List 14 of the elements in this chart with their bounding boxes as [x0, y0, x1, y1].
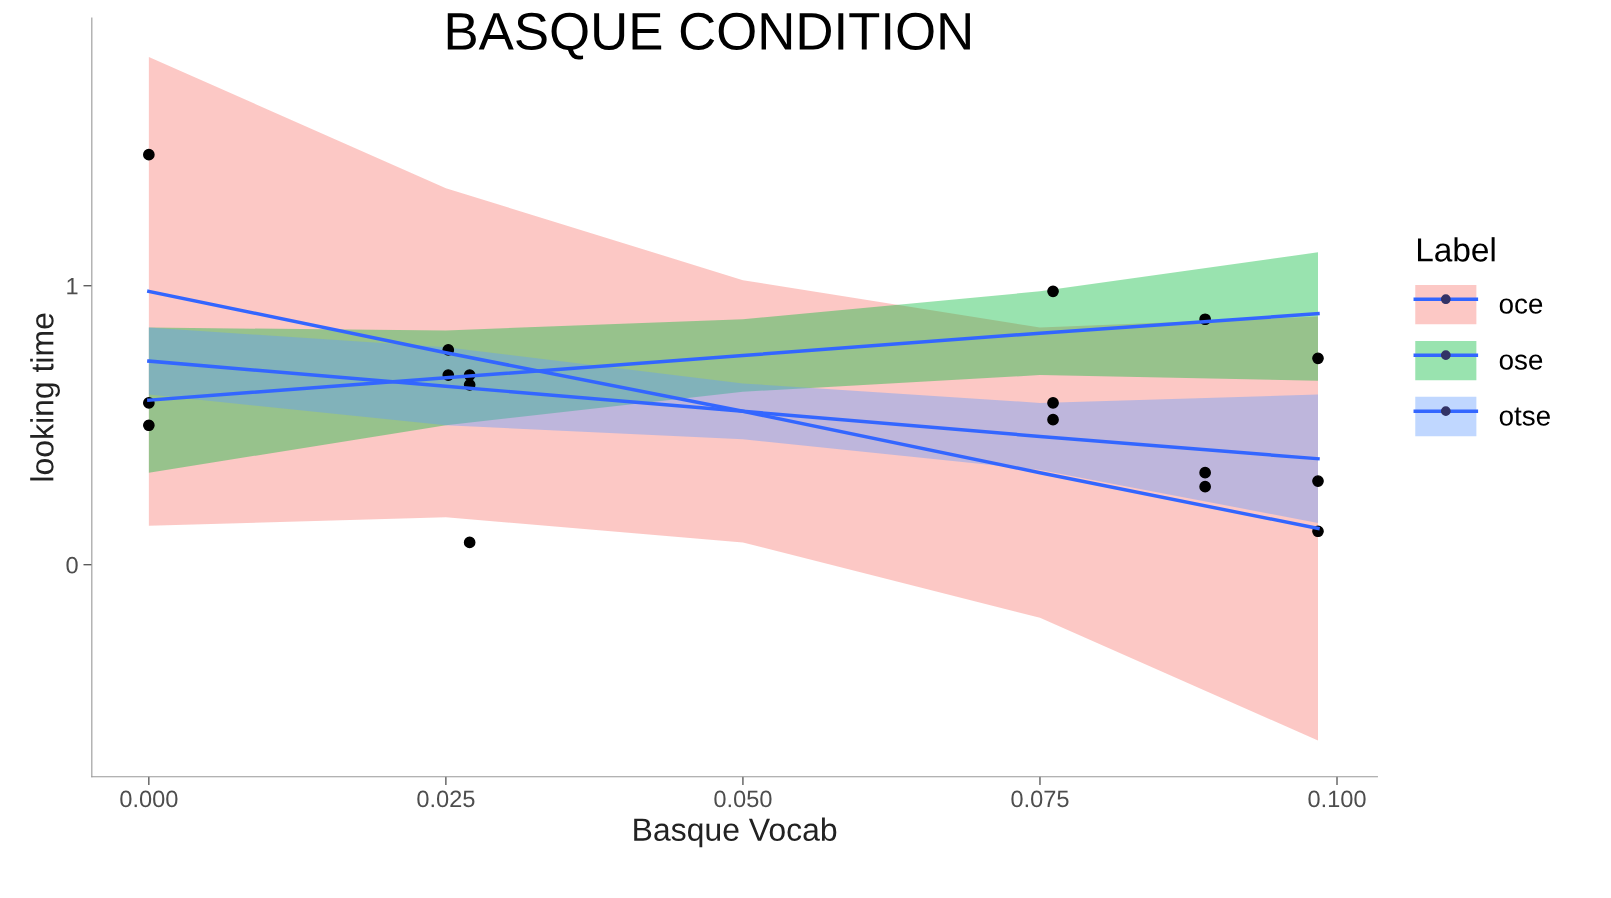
x-tick-label: 0.100: [1308, 790, 1366, 808]
legend-label: oce: [1499, 298, 1543, 314]
x-tick-label: 0.025: [417, 790, 475, 808]
x-tick-label: 0.075: [1011, 790, 1069, 808]
x-tick-label: 0.000: [120, 790, 178, 808]
legend-title: Label: [1418, 237, 1495, 262]
x-axis-title: Basque Vocab: [634, 817, 837, 848]
chart-title: BASQUE CONDITION: [447, 12, 970, 60]
y-axis-title: looking time: [30, 313, 60, 481]
legend-label: otse: [1499, 407, 1550, 426]
y-tick-label: 0: [66, 556, 78, 574]
y-tick-label: 1: [67, 278, 78, 295]
x-tick-label: 0.050: [714, 790, 772, 808]
legend-label: ose: [1499, 354, 1543, 370]
